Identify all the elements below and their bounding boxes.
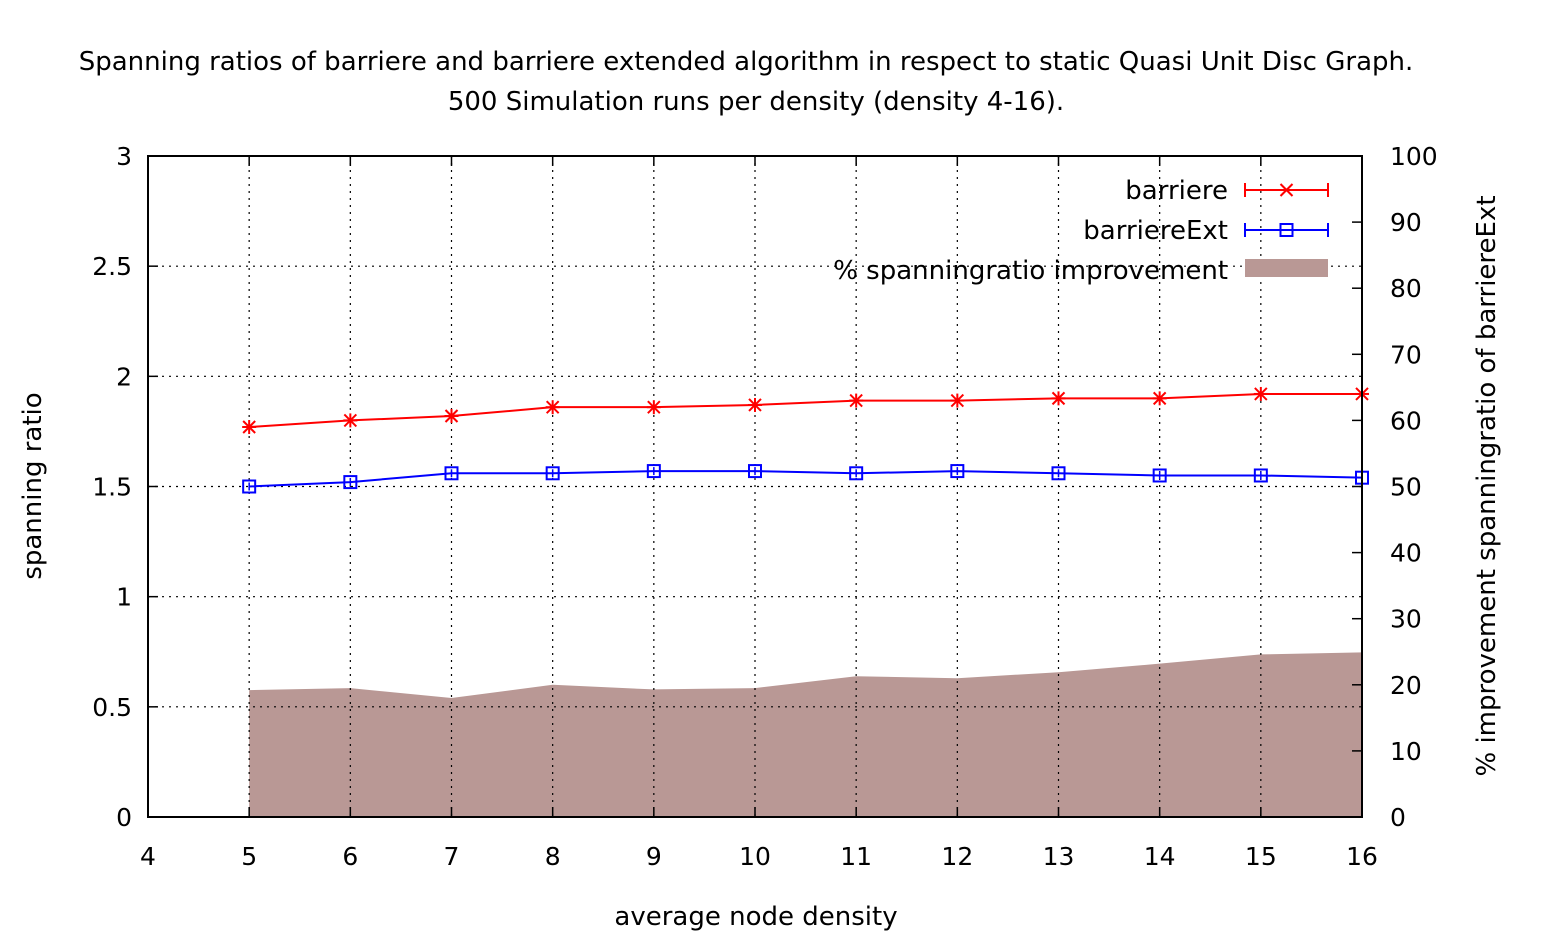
x-tick-label: 5: [241, 842, 257, 871]
x-axis-label: average node density: [614, 902, 897, 932]
legend: barriere barriereExt % spanningratio imp…: [833, 176, 1329, 286]
x-tick-label: 9: [646, 842, 662, 871]
x-tick-label: 14: [1144, 842, 1176, 871]
y-tick-label: 2.5: [92, 252, 132, 281]
improvement-area-layer: [249, 652, 1363, 817]
y-tick-label: 2: [116, 362, 132, 391]
data-point-barriere: [545, 400, 560, 415]
data-point-barriereext: [1152, 468, 1167, 483]
y2-tick-label: 50: [1390, 473, 1422, 502]
legend-label-barriereext: barriereExt: [1083, 216, 1228, 246]
chart-subtitle: 500 Simulation runs per density (density…: [448, 87, 1064, 117]
series-layer: [242, 386, 1369, 494]
x-tick-label: 8: [545, 842, 561, 871]
y2-tick-label: 100: [1390, 142, 1438, 171]
legend-swatch-improvement: [1245, 259, 1328, 277]
data-point-barriereext: [343, 475, 358, 490]
data-point-barriere: [242, 420, 257, 435]
data-point-barriereext: [849, 466, 864, 481]
y2-tick-label: 20: [1390, 671, 1422, 700]
data-point-barriere: [343, 413, 358, 428]
chart-title: Spanning ratios of barriere and barriere…: [79, 47, 1414, 77]
series-line-barriere: [249, 392, 1362, 429]
data-point-barriere: [748, 397, 762, 412]
x-tick-label: 11: [840, 842, 872, 871]
x-tick-label: 7: [444, 842, 460, 871]
data-point-barriereext: [242, 479, 257, 494]
y2-tick-label: 30: [1390, 605, 1422, 634]
x-tick-label: 10: [739, 842, 771, 871]
legend-marker-barriere: [1279, 183, 1294, 197]
y2-axis-label: % improvement spanningratio of barriereE…: [1472, 195, 1502, 776]
x-tick-label: 4: [140, 842, 156, 871]
y2-tick-label: 0: [1390, 803, 1406, 832]
data-point-barriere: [646, 400, 661, 415]
y-tick-label: 0.5: [92, 693, 132, 722]
y2-tick-label: 40: [1390, 539, 1422, 568]
y-tick-label: 1.5: [92, 473, 132, 502]
legend-marker-barriereext: [1279, 223, 1294, 237]
data-point-barriere: [1253, 386, 1268, 401]
area-improvement: [249, 652, 1363, 817]
data-point-barriereext: [545, 466, 560, 481]
legend-label-improvement: % spanningratio improvement: [833, 256, 1228, 286]
data-point-barriereext: [1253, 468, 1268, 483]
y-tick-label: 3: [116, 142, 132, 171]
data-point-barriere: [1152, 391, 1167, 406]
x-tick-label: 16: [1346, 842, 1378, 871]
data-point-barriere: [1051, 391, 1066, 406]
y2-tick-label: 80: [1390, 274, 1422, 303]
tick-layer: 4 5 6 7 8 9 10 11 12 13 14 15 1600.511.522.530102030…: [92, 142, 1437, 871]
legend-label-barriere: barriere: [1125, 176, 1228, 206]
data-point-barriereext: [950, 464, 965, 479]
data-point-barriereext: [748, 464, 762, 479]
x-tick-label: 12: [941, 842, 973, 871]
y2-tick-label: 60: [1390, 406, 1422, 435]
data-point-barriereext: [646, 464, 661, 479]
data-point-barriere: [950, 393, 965, 408]
data-point-barriere: [444, 408, 459, 423]
series-line-barriereext: [249, 470, 1363, 488]
data-point-barriereext: [444, 466, 459, 481]
y-tick-label: 0: [116, 803, 132, 832]
y-tick-label: 1: [116, 583, 132, 612]
y2-tick-label: 10: [1390, 737, 1422, 766]
x-tick-label: 13: [1043, 842, 1075, 871]
data-point-barriere: [849, 393, 864, 408]
y2-tick-label: 70: [1390, 340, 1422, 369]
x-tick-label: 15: [1245, 842, 1277, 871]
data-point-barriereext: [1051, 466, 1066, 481]
y-axis-label: spanning ratio: [18, 392, 48, 579]
y2-tick-label: 90: [1390, 208, 1422, 237]
x-tick-label: 6: [342, 842, 358, 871]
